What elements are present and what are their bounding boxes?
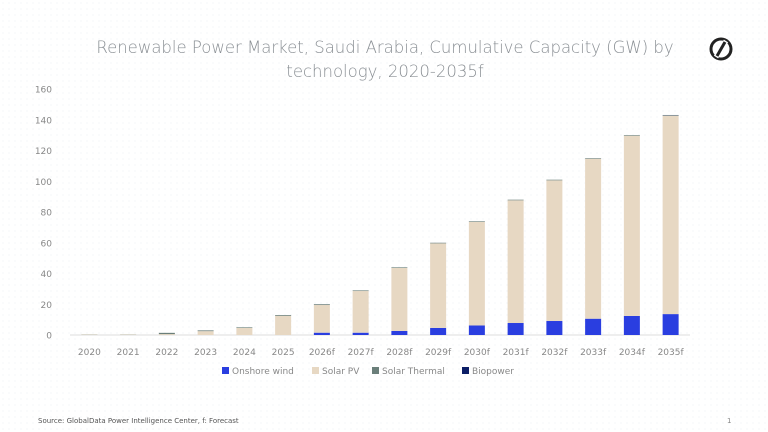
bar-segment-solar-thermal [197,330,214,332]
bar-segment-onshore-wind [468,325,485,335]
bar-segment-onshore-wind [623,315,640,335]
bar-segment-solar-thermal [236,327,253,328]
bar-segment-solar-thermal [352,290,369,292]
y-tick-label: 20 [41,301,53,311]
bar-segment-solar-pv [352,291,369,333]
bar-segment-solar-pv [662,115,679,315]
y-tick-label: 60 [41,239,53,249]
legend-swatch [222,367,229,374]
y-tick-label: 40 [41,270,53,280]
bar-segment-solar-pv [623,135,640,316]
legend-swatch [372,367,379,374]
bar-segment-solar-thermal [158,332,175,335]
bar-segment-solar-pv [468,221,485,326]
bar-segment-onshore-wind [352,332,369,335]
y-tick-label: 80 [41,209,53,219]
x-tick-label: 2024 [233,348,256,358]
bar-segment-solar-pv [313,305,330,333]
bar-segment-solar-pv [236,327,253,335]
x-tick-label: 2033f [580,348,607,358]
bar-segment-solar-pv [507,200,524,324]
y-tick-label: 0 [46,332,52,342]
bar-segment-onshore-wind [662,314,679,335]
x-tick-label: 2026f [309,348,336,358]
legend-label: Solar Thermal [382,367,445,377]
bar-segment-solar-thermal [546,179,563,181]
x-tick-label: 2029f [425,348,452,358]
page-number: 1 [727,417,732,425]
bar-segment-solar-thermal [585,158,602,159]
bar-segment-solar-pv [391,267,408,332]
bar-segment-solar-pv [275,315,292,335]
legend-label: Solar PV [322,367,360,377]
bar-segment-solar-pv [197,331,214,335]
y-tick-label: 160 [35,86,52,96]
x-tick-label: 2034f [619,348,646,358]
legend-label: Biopower [472,367,514,377]
bar-segment-solar-thermal [507,199,524,201]
bar-segment-onshore-wind [507,323,524,335]
x-tick-label: 2020 [78,348,101,358]
y-tick-label: 120 [35,147,52,157]
x-tick-label: 2031f [503,348,530,358]
bar-segment-solar-thermal [313,304,330,306]
bar-segment-solar-pv [546,180,563,322]
globaldata-logo-icon [709,37,733,61]
bar-segment-solar-pv [158,334,175,335]
bar-segment-onshore-wind [546,321,563,335]
bar-segment-solar-pv [430,243,447,328]
x-tick-label: 2028f [386,348,413,358]
source-note: Source: GlobalData Power Intelligence Ce… [38,417,239,425]
x-tick-label: 2021 [117,348,140,358]
bar-segment-solar-thermal [468,221,485,222]
stacked-bar-chart: 0 20 40 60 80 100 120 140 160 2020 2021 2022 2023 202… [35,86,690,377]
bar-segment-onshore-wind [391,331,408,335]
x-tick-label: 2022 [155,348,178,358]
legend-label: Onshore wind [232,367,294,377]
bar-segment-solar-thermal [662,115,679,116]
bar-segment-solar-thermal [623,135,640,136]
bar-segment-onshore-wind [313,332,330,335]
bar-segment-solar-thermal [430,242,447,244]
x-tick-label: 2023 [194,348,217,358]
bar-segment-onshore-wind [430,327,447,335]
y-tick-label: 140 [35,116,52,126]
x-tick-label: 2027f [348,348,375,358]
bar-segment-solar-thermal [275,315,292,316]
y-tick-label: 100 [35,178,52,188]
legend-swatch [312,367,319,374]
chart-title: Renewable Power Market, Saudi Arabia, Cu… [96,38,674,81]
bar-segment-solar-pv [585,158,602,319]
x-tick-label: 2025 [272,348,295,358]
x-tick-label: 2032f [541,348,568,358]
x-tick-label: 2035f [658,348,685,358]
legend-swatch [462,367,469,374]
bar-segment-onshore-wind [585,318,602,335]
bar-segment-solar-thermal [391,267,408,268]
x-tick-label: 2030f [464,348,491,358]
